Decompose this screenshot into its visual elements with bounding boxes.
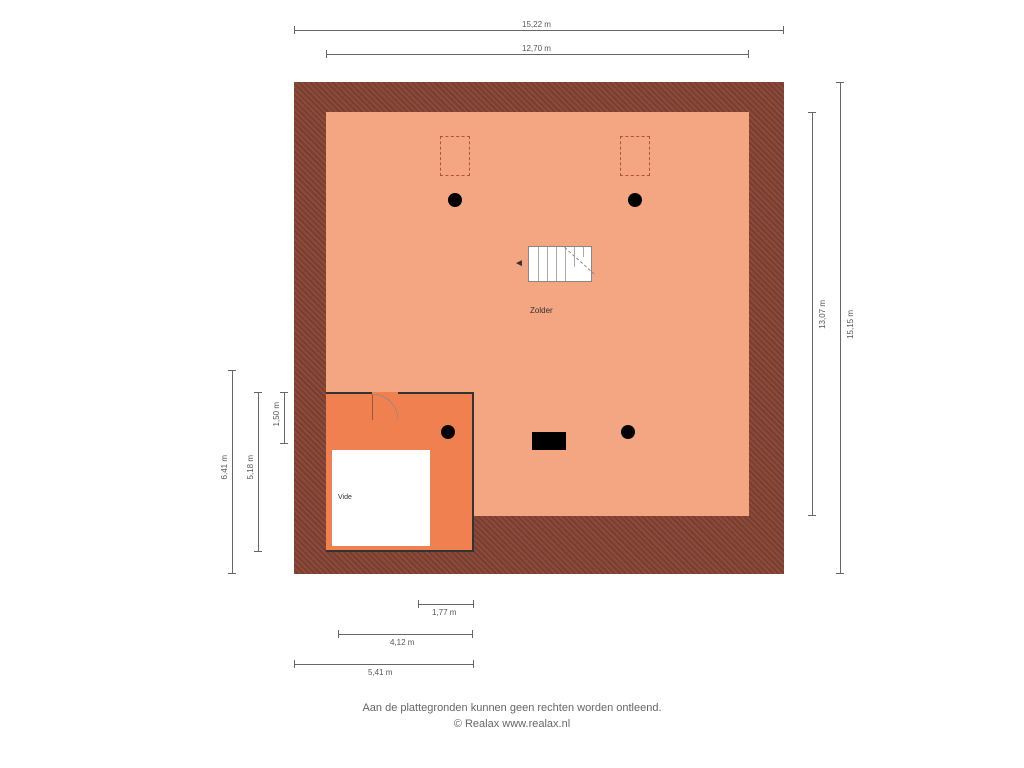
dim-left-inner-line <box>284 392 285 444</box>
skylight-1 <box>440 136 470 176</box>
dim-right-inner-line <box>812 112 813 516</box>
marker-circle-3 <box>441 425 455 439</box>
dim-right-outer-line <box>840 82 841 574</box>
dim-right-outer: 15,15 m <box>846 310 855 339</box>
dim-left-outer: 6,41 m <box>220 455 229 479</box>
dim-bottom-outer: 5,41 m <box>368 668 392 677</box>
door-swing-icon <box>372 394 398 420</box>
vide-label: Vide <box>338 494 352 501</box>
dim-top-outer-line <box>294 30 784 31</box>
marker-rect <box>532 432 566 450</box>
dim-top-inner-line <box>326 54 749 55</box>
marker-circle-2 <box>628 193 642 207</box>
dim-top-inner: 12,70 m <box>522 44 551 53</box>
dim-left-inner: 1,50 m <box>272 402 281 426</box>
dim-bottom-mid: 4,12 m <box>390 638 414 647</box>
dim-left-mid-line <box>258 392 259 552</box>
footer: Aan de plattegronden kunnen geen rechten… <box>0 701 1024 732</box>
dim-bottom-inner-line <box>418 604 474 605</box>
dim-bottom-inner: 1,77 m <box>432 608 456 617</box>
dim-left-outer-line <box>232 370 233 574</box>
dim-top-outer: 15,22 m <box>522 20 551 29</box>
floorplan-canvas: Vide ◄ Zolder 15,22 m 12,70 m 15,15 m <box>0 0 1024 768</box>
footer-disclaimer: Aan de plattegronden kunnen geen rechten… <box>0 701 1024 716</box>
skylight-2 <box>620 136 650 176</box>
dim-bottom-outer-line <box>294 664 474 665</box>
dim-bottom-mid-line <box>338 634 473 635</box>
dim-right-inner: 13,07 m <box>818 300 827 329</box>
stairs-arrow-icon: ◄ <box>514 258 524 269</box>
footer-copyright: © Realax www.realax.nl <box>0 717 1024 732</box>
marker-circle-1 <box>448 193 462 207</box>
dim-left-mid: 5,18 m <box>246 455 255 479</box>
marker-circle-4 <box>621 425 635 439</box>
zolder-label: Zolder <box>530 306 553 315</box>
stairs <box>528 246 592 282</box>
